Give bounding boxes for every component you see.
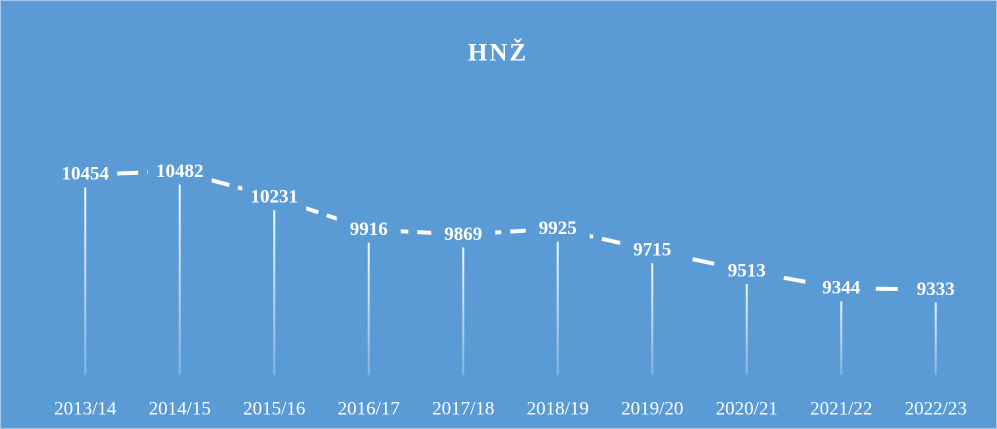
data-label: 9925: [539, 218, 577, 239]
label-bg: [714, 257, 779, 284]
data-label: 9333: [917, 279, 955, 300]
drop-line: [934, 289, 937, 375]
drop-line: [745, 270, 748, 375]
label-bg: [903, 276, 968, 303]
chart-title: HNŽ: [468, 39, 528, 67]
data-label: 10231: [251, 187, 299, 208]
x-tick-label: 2018/19: [527, 398, 589, 419]
label-bg: [525, 215, 590, 242]
data-label: 10482: [156, 161, 204, 182]
data-label: 10454: [62, 164, 110, 185]
drop-line: [178, 171, 181, 375]
data-label: 9715: [633, 240, 671, 261]
x-tick-label: 2013/14: [54, 398, 117, 419]
line: [85, 169, 936, 292]
label-bg: [242, 184, 307, 211]
x-tick-label: 2014/15: [149, 398, 211, 419]
label-bg: [431, 221, 496, 248]
data-label: 9344: [822, 278, 861, 299]
x-tick-label: 2016/17: [338, 398, 400, 419]
label-bg: [336, 216, 401, 243]
x-tick-label: 2020/21: [716, 398, 778, 419]
label-bg: [53, 161, 118, 188]
drop-line: [556, 228, 559, 375]
drop-line: [367, 229, 370, 375]
label-bg: [620, 237, 685, 264]
x-tick-label: 2021/22: [810, 398, 872, 419]
data-label: 9513: [728, 260, 766, 281]
data-label: 9869: [444, 224, 482, 245]
drop-line: [651, 250, 654, 375]
x-tick-label: 2022/23: [905, 398, 967, 419]
label-bg: [809, 275, 874, 302]
x-tick-label: 2017/18: [432, 398, 494, 419]
drop-line: [462, 234, 465, 375]
drop-line: [84, 174, 87, 375]
drop-line: [273, 197, 276, 375]
x-tick-label: 2015/16: [243, 398, 305, 419]
data-label: 9916: [350, 219, 388, 240]
drop-line: [840, 288, 843, 375]
label-bg: [147, 158, 212, 185]
x-tick-label: 2019/20: [621, 398, 683, 419]
